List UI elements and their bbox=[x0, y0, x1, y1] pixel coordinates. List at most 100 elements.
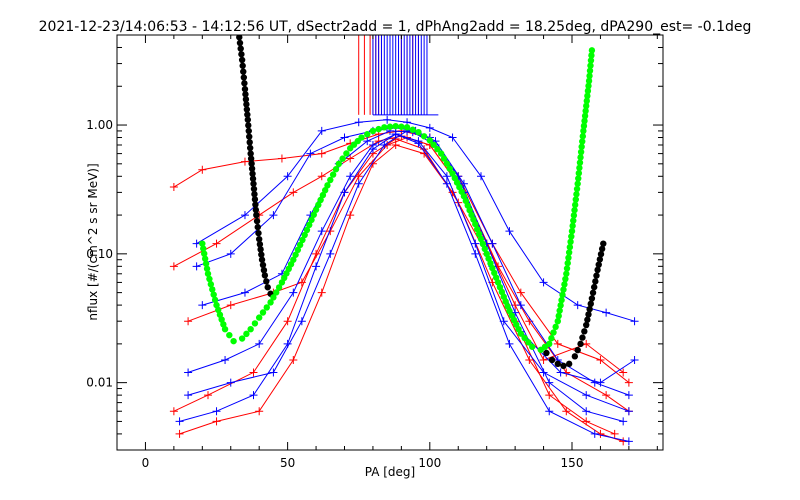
fit-black-dot-3-5 bbox=[246, 144, 254, 152]
fit-green-dot-39-5 bbox=[588, 52, 595, 59]
fit-green-dot-26-1 bbox=[474, 225, 481, 233]
fit-black-dot-8-1 bbox=[259, 261, 267, 269]
series-10-point-6 bbox=[380, 140, 389, 149]
series-9-point-5 bbox=[363, 137, 372, 146]
fit-black-dot-21-4 bbox=[598, 245, 606, 253]
series-0-point-12 bbox=[553, 339, 562, 348]
fit-green-dot-33-1 bbox=[548, 335, 555, 342]
fit-black-dot-9-1 bbox=[263, 278, 270, 285]
fit-green-dot-38-5 bbox=[583, 102, 590, 110]
series-8-point-8 bbox=[414, 139, 423, 148]
fit-green-dot-37-8 bbox=[579, 138, 586, 145]
fit-green-point-36 bbox=[568, 227, 576, 235]
fit-green-dot-36-5 bbox=[571, 201, 579, 209]
series-8-point-12 bbox=[545, 407, 554, 416]
fit-black-dot-21-2 bbox=[596, 256, 604, 263]
fit-green-dot-29-4 bbox=[515, 325, 522, 333]
fit-green-dot-36-7 bbox=[573, 191, 580, 198]
fit-green-dot-34-5 bbox=[559, 291, 566, 299]
fit-black-point-14 bbox=[554, 360, 561, 368]
fit-green-dot-38-4 bbox=[582, 107, 589, 115]
fit-green-dot-1-2 bbox=[207, 281, 215, 288]
fit-green-dot-13-1 bbox=[327, 176, 334, 184]
series-6-point-4 bbox=[340, 133, 349, 142]
fit-black-dot-19-4 bbox=[587, 300, 594, 308]
fit-black-dot-20-1 bbox=[589, 289, 597, 296]
fit-green-point-12 bbox=[312, 206, 320, 213]
fit-green-point-37 bbox=[574, 180, 581, 187]
series-1-point-4 bbox=[317, 172, 326, 181]
series-3-point-4 bbox=[317, 288, 326, 297]
series-1-point-3 bbox=[289, 188, 298, 197]
fit-green-dot-23-2 bbox=[443, 160, 451, 167]
fit-green-dot-28-5 bbox=[504, 303, 511, 310]
fit-green-point-40 bbox=[588, 47, 596, 54]
fit-black-dot-4-3 bbox=[248, 165, 256, 172]
fit-black-dot-6-1 bbox=[253, 217, 261, 225]
fit-green-dot-25-5 bbox=[470, 216, 477, 223]
series-8-point-6 bbox=[368, 145, 377, 154]
series-7-point-0 bbox=[184, 368, 193, 377]
fit-green-dot-38-7 bbox=[584, 92, 591, 100]
series-line-0 bbox=[173, 130, 630, 383]
series-1-point-13 bbox=[602, 391, 611, 400]
fit-green-point-34 bbox=[554, 317, 561, 325]
fit-green-dot-30-2 bbox=[525, 339, 532, 346]
fit-black-dot-4-1 bbox=[247, 155, 255, 162]
series-3-point-14 bbox=[610, 429, 619, 438]
fit-black-point-4 bbox=[247, 150, 254, 157]
fit-black-dot-0-3 bbox=[238, 51, 245, 58]
series-8-point-0 bbox=[175, 417, 184, 426]
fit-black-dot-2-2 bbox=[242, 96, 250, 103]
fit-green-dot-35-1 bbox=[563, 265, 571, 272]
fit-green-dot-33-2 bbox=[550, 329, 557, 336]
fit-green-dot-39-2 bbox=[586, 67, 594, 74]
fit-green-dot-1-4 bbox=[210, 291, 217, 298]
x-tick-label-1: 50 bbox=[280, 456, 295, 470]
fit-green-dot-37-9 bbox=[579, 133, 587, 140]
series-7-point-5 bbox=[346, 172, 355, 181]
series-5-point-9 bbox=[477, 172, 485, 181]
fit-green-dot-7-1 bbox=[259, 309, 267, 316]
fit-green-point-23 bbox=[437, 150, 445, 157]
series-10-point-3 bbox=[297, 317, 306, 326]
fit-green-dot-37-6 bbox=[577, 148, 585, 156]
series-1-point-1 bbox=[212, 239, 221, 248]
fit-green-dot-13-2 bbox=[329, 171, 337, 178]
fit-black-point-19 bbox=[583, 321, 590, 329]
fit-green-dot-39-3 bbox=[587, 62, 594, 69]
fit-layer bbox=[199, 35, 607, 370]
fit-green-dot-8-3 bbox=[275, 284, 283, 291]
fit-black-point-20 bbox=[588, 295, 596, 302]
fit-black-dot-5-2 bbox=[251, 190, 258, 198]
series-8-point-9 bbox=[442, 179, 451, 188]
fit-black-point-18 bbox=[577, 340, 584, 348]
fit-green-point-38 bbox=[580, 127, 587, 135]
fit-green-dot-12-2 bbox=[317, 196, 324, 204]
fit-green-dot-5-1 bbox=[243, 330, 250, 338]
series-5-point-3 bbox=[317, 126, 326, 135]
series-7-point-1 bbox=[221, 355, 230, 364]
fit-green-dot-15-2 bbox=[354, 137, 361, 145]
fit-green-dot-35-3 bbox=[565, 254, 572, 262]
series-8-point-13 bbox=[590, 429, 599, 438]
series-8-point-4 bbox=[312, 262, 321, 271]
fit-green-dot-0-5 bbox=[203, 265, 211, 272]
fit-green-dot-13-3 bbox=[332, 166, 340, 173]
fit-green-dot-35-7 bbox=[568, 233, 575, 240]
fit-black-dot-2-1 bbox=[242, 91, 249, 98]
series-1-point-0 bbox=[169, 262, 178, 271]
series-2-point-0 bbox=[169, 407, 178, 416]
x-axis-label: PA [deg] bbox=[365, 465, 415, 479]
fit-green-dot-17-1 bbox=[375, 125, 382, 133]
fit-black-dot-21-1 bbox=[595, 261, 602, 268]
fit-green-point-3 bbox=[221, 325, 229, 333]
fit-green-point-8 bbox=[267, 299, 274, 306]
series-7-point-2 bbox=[255, 339, 264, 348]
series-2-point-1 bbox=[204, 391, 212, 400]
fit-black-point-3 bbox=[244, 116, 252, 123]
series-9-point-12 bbox=[556, 368, 565, 377]
fit-green-point-2 bbox=[213, 301, 220, 309]
fit-black-dot-1-3 bbox=[240, 74, 248, 81]
series-7-point-4 bbox=[317, 227, 326, 236]
